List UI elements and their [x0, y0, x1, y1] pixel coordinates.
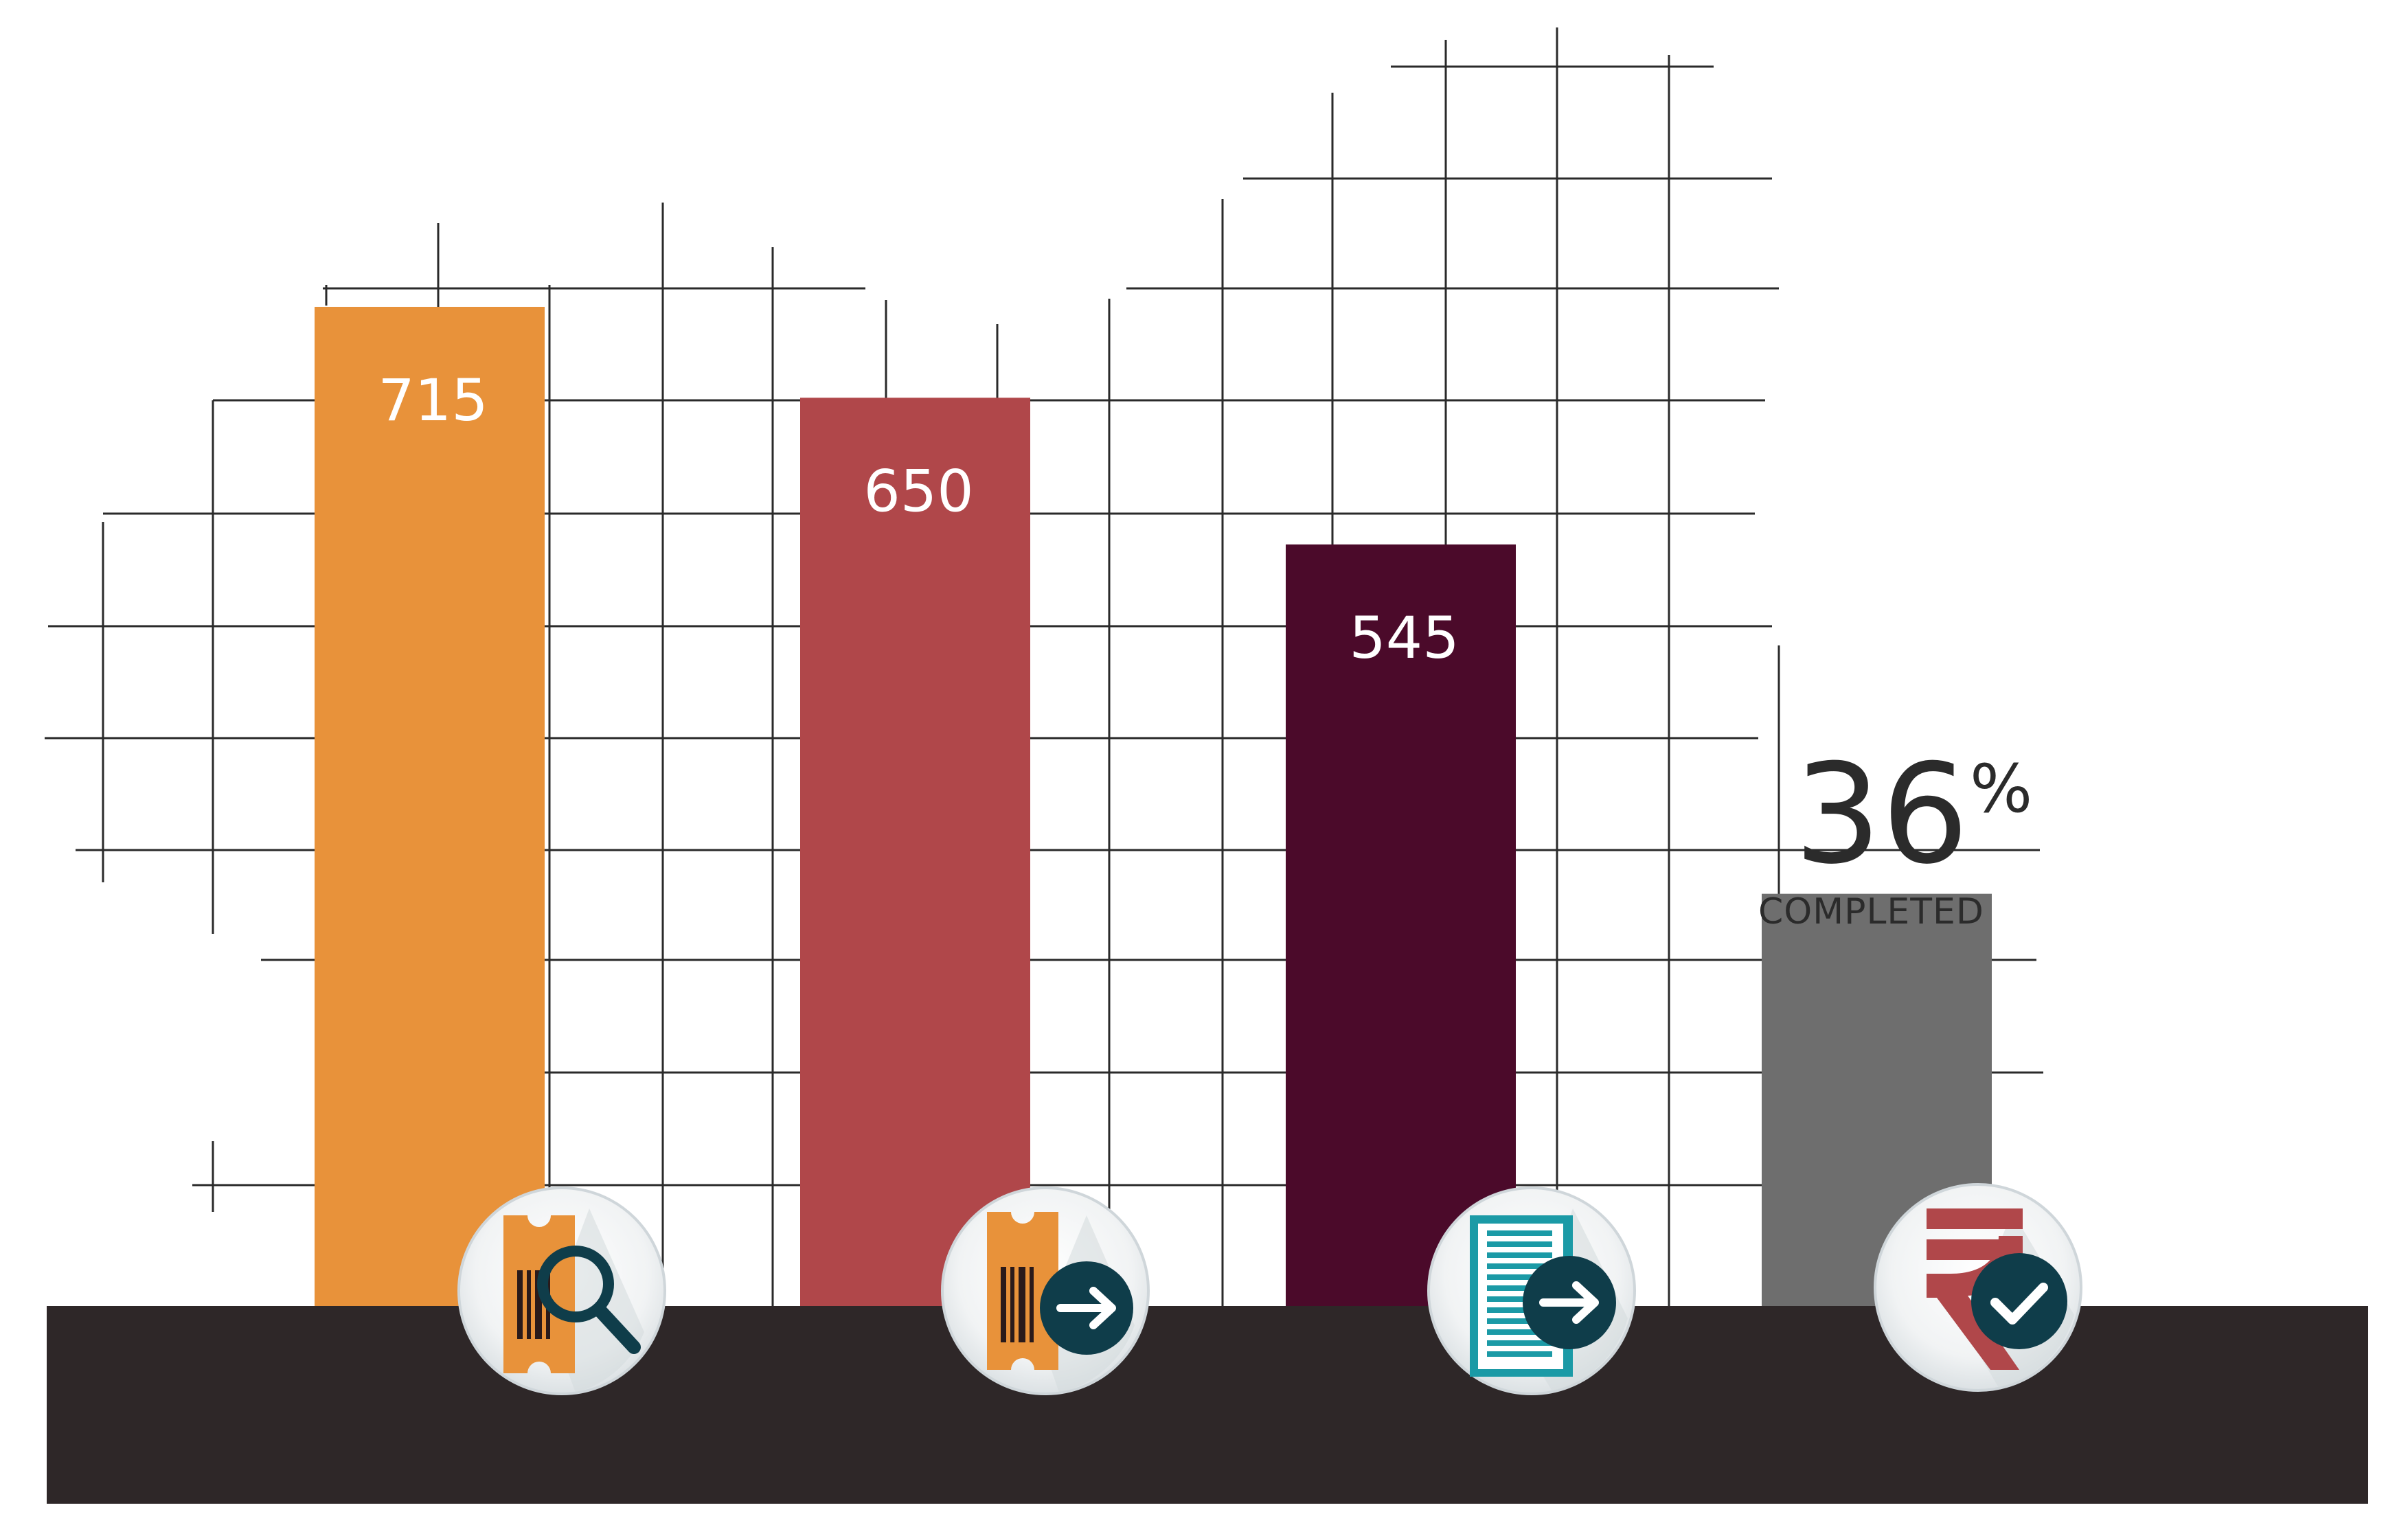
completion-percent-value: 36 [1794, 735, 1969, 895]
bar-2 [800, 398, 1030, 1306]
rupee-check-icon [1874, 1183, 2082, 1392]
data-labels-group: 715 650 545 [378, 367, 1459, 672]
completion-caption: COMPLETED [1758, 891, 1984, 932]
bars-group [315, 306, 1992, 1307]
bar-1-value-label: 715 [378, 367, 488, 434]
completion-annotation: 36 % COMPLETED [1758, 735, 2032, 932]
completion-percent-sign: % [1970, 750, 2032, 827]
bar-3-value-label: 545 [1349, 604, 1459, 672]
bar-2-value-label: 650 [863, 457, 973, 525]
bar-1 [315, 306, 545, 1307]
ticket-forward-icon [941, 1187, 1150, 1395]
document-forward-icon [1427, 1187, 1636, 1395]
stage-icons [457, 1183, 2082, 1395]
ticket-search-icon [457, 1187, 666, 1395]
bar-3 [1286, 544, 1516, 1306]
